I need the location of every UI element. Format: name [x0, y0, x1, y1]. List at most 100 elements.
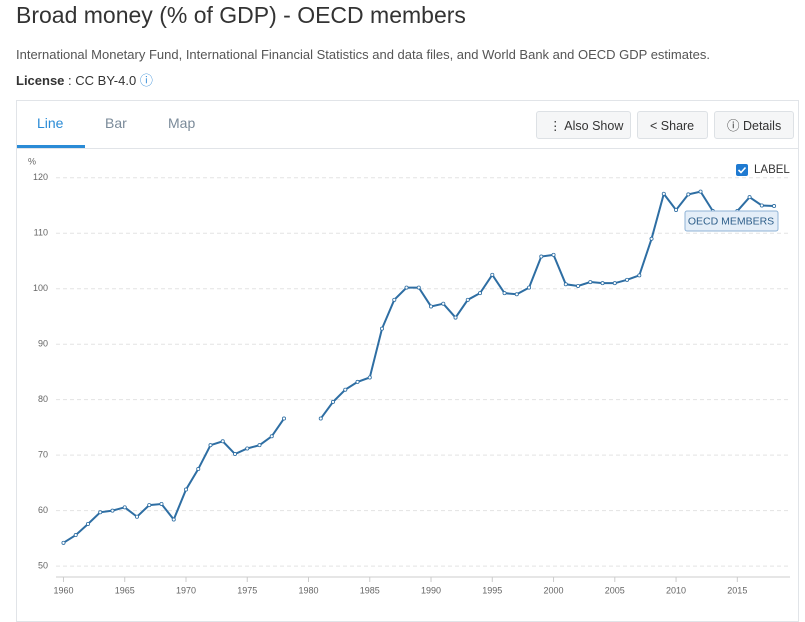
chart: % LABEL 50 60 70 80 90 100 110 120 1960 1965 1970 1…	[28, 156, 790, 595]
share-button[interactable]: < Share	[637, 111, 708, 139]
point	[478, 291, 483, 296]
x-tick-label: 1985	[360, 585, 380, 595]
x-tick-label: 1995	[482, 585, 502, 595]
x-tick-label: 2015	[727, 585, 747, 595]
tab-underline	[17, 145, 85, 148]
point	[245, 446, 250, 451]
point	[331, 399, 336, 404]
point	[73, 533, 78, 538]
point	[527, 285, 532, 290]
y-tick-label: 80	[38, 394, 48, 404]
point	[392, 297, 397, 302]
point	[772, 204, 777, 209]
point	[465, 297, 470, 302]
button-label: Also Show	[564, 119, 624, 133]
y-tick-label: 60	[38, 505, 48, 515]
x-tick-label: 2000	[544, 585, 564, 595]
details-button[interactable]: ⓘ Details	[714, 111, 794, 139]
label-checkbox[interactable]	[736, 164, 748, 176]
point	[110, 508, 115, 513]
point	[649, 236, 654, 241]
point	[122, 505, 127, 510]
page: Broad money (% of GDP) - OECD members In…	[16, 2, 799, 622]
tab[interactable]: Line	[37, 115, 64, 131]
point	[134, 514, 139, 519]
point	[232, 452, 237, 457]
point	[257, 443, 262, 448]
y-tick-label: 110	[34, 228, 48, 238]
point	[612, 281, 617, 286]
tab[interactable]: Map	[168, 115, 196, 131]
y-tick-label: 120	[33, 172, 48, 182]
y-tick-label: 70	[38, 450, 48, 460]
point	[98, 510, 103, 515]
point	[416, 285, 421, 290]
page-title: Broad money (% of GDP) - OECD members	[16, 2, 466, 28]
x-tick-label: 1990	[421, 585, 441, 595]
source-note: International Monetary Fund, Internation…	[16, 47, 710, 62]
point	[661, 191, 666, 196]
point	[429, 304, 434, 309]
point	[625, 277, 630, 282]
point	[183, 487, 188, 492]
chart-card: Line Bar Map ⋮ Also Show < Share ⓘ Detai…	[16, 100, 799, 622]
tab[interactable]: Bar	[105, 115, 127, 131]
point	[355, 379, 360, 384]
point	[637, 273, 642, 278]
line	[62, 190, 775, 544]
point	[171, 517, 176, 522]
x-tick-label: 1960	[53, 585, 73, 595]
label-toggle[interactable]: LABEL	[754, 164, 790, 176]
point	[441, 301, 446, 306]
button-label: Details	[742, 119, 782, 133]
series-label-box	[684, 210, 779, 232]
point	[380, 326, 385, 331]
point	[318, 416, 323, 421]
license: License : CC BY-4.0 ⓘ	[16, 70, 153, 89]
point	[453, 315, 458, 320]
license-value: : CC BY-4.0	[68, 73, 137, 88]
point	[208, 443, 213, 448]
point	[220, 439, 225, 444]
y-tick-label: 100	[33, 283, 48, 293]
also-show-button[interactable]: ⋮ Also Show	[536, 111, 631, 139]
x-tick-label: 1965	[115, 585, 135, 595]
x-tick-label: 1970	[176, 585, 196, 595]
point	[759, 203, 764, 208]
point	[539, 254, 544, 259]
x-tick-label: 2010	[666, 585, 686, 595]
point	[159, 501, 164, 506]
license-label: License	[16, 73, 65, 88]
point	[747, 195, 752, 200]
point	[147, 503, 152, 508]
point	[490, 272, 495, 277]
point	[576, 283, 581, 288]
point	[563, 282, 568, 287]
point	[85, 521, 90, 526]
point	[196, 467, 201, 472]
y-unit: %	[28, 156, 36, 166]
info-icon[interactable]: ⓘ	[139, 73, 153, 88]
point	[367, 375, 372, 380]
point	[282, 416, 287, 421]
point	[600, 281, 605, 286]
point	[61, 540, 66, 545]
point	[551, 252, 556, 257]
y-tick-label: 50	[38, 560, 48, 570]
x-tick-label: 2005	[605, 585, 625, 595]
point	[588, 280, 593, 285]
point	[343, 387, 348, 392]
button-label: Share	[660, 119, 695, 133]
point	[269, 434, 274, 439]
x-tick-label: 1975	[237, 585, 257, 595]
point	[514, 292, 519, 297]
x-tick-label: 1980	[298, 585, 318, 595]
point	[686, 192, 691, 197]
check-mark	[737, 166, 747, 174]
point	[404, 285, 409, 290]
series-label: OECD MEMBERS	[688, 215, 774, 227]
y-tick-label: 90	[38, 339, 48, 349]
point	[674, 207, 679, 212]
point	[698, 189, 703, 194]
point	[502, 291, 507, 296]
